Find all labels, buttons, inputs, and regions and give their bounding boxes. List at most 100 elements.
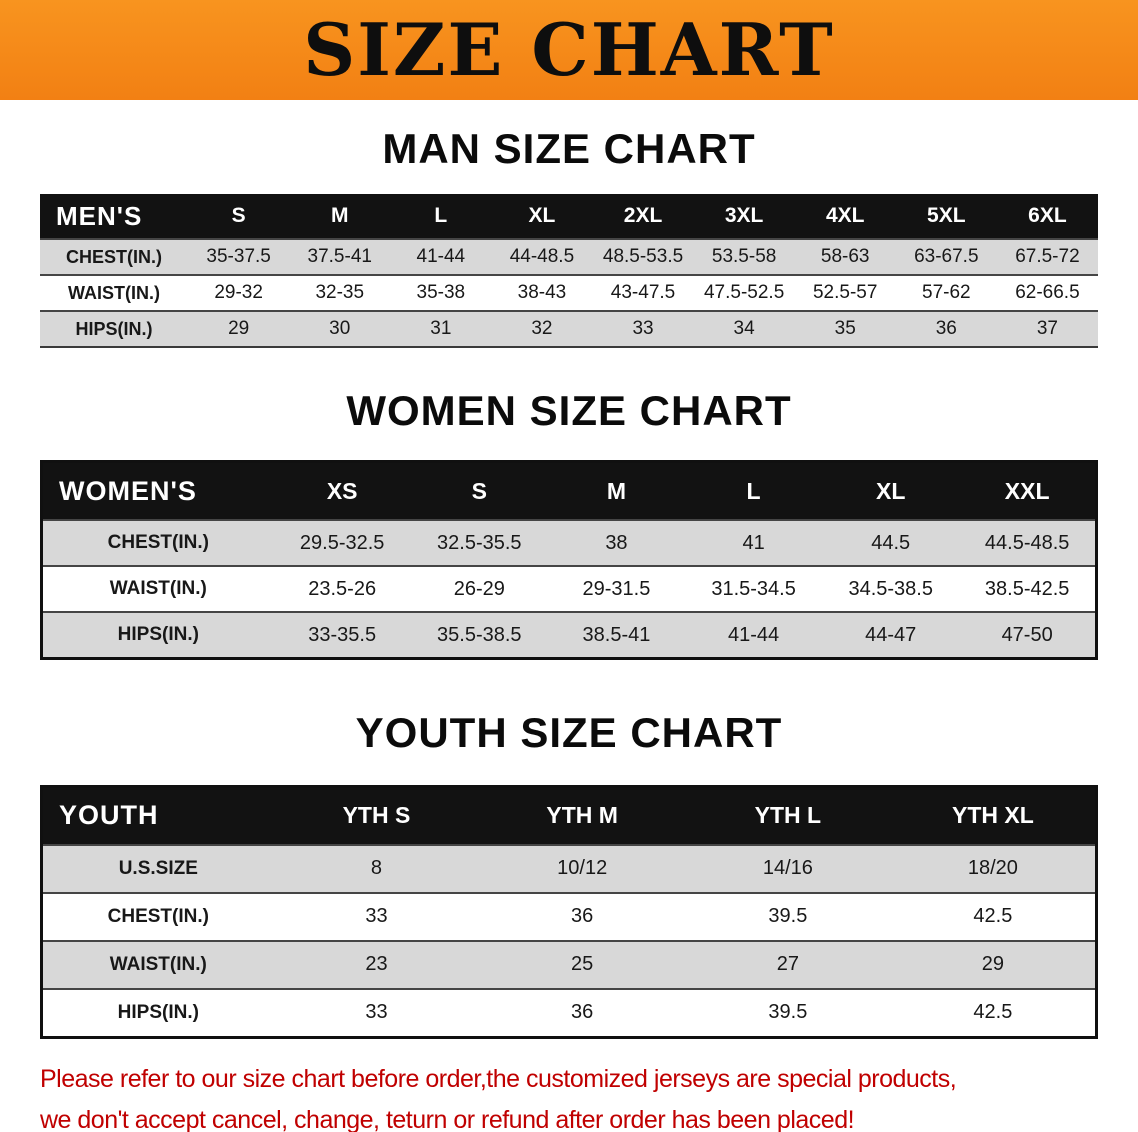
men-size-table: MEN'S S M L XL 2XL 3XL 4XL 5XL 6XL CHEST(IN.) 35-37… (40, 194, 1098, 349)
value-cell: 44.5-48.5 (959, 519, 1097, 567)
value-cell: 57-62 (895, 274, 997, 312)
men-size-section: MAN SIZE CHART MEN'S S M L XL 2XL 3XL 4XL 5XL 6XL… (0, 125, 1138, 349)
value-cell: 38 (547, 519, 686, 567)
value-cell: 31 (390, 310, 492, 348)
value-cell: 63-67.5 (895, 238, 997, 276)
value-cell: 37 (996, 310, 1098, 348)
size-column-header: YTH M (479, 786, 686, 845)
value-cell: 29-32 (188, 274, 290, 312)
value-cell: 33 (273, 987, 480, 1038)
value-cell: 29.5-32.5 (273, 519, 411, 567)
value-cell: 32-35 (289, 274, 391, 312)
value-cell: 33 (273, 891, 480, 941)
measurement-row: CHEST(IN.) 33 36 39.5 42.5 (41, 891, 1097, 941)
value-cell: 39.5 (685, 987, 891, 1038)
row-label-cell: HIPS(IN.) (41, 987, 274, 1038)
women-table-wrap: WOMEN'S XS S M L XL XXL CHEST(IN.) 29.5-32.5 32.5… (40, 460, 1098, 661)
table-title-cell: YOUTH (41, 786, 274, 845)
size-column-header: XXL (959, 461, 1097, 521)
men-table-wrap: MEN'S S M L XL 2XL 3XL 4XL 5XL 6XL CHEST(IN.) 35-37… (40, 194, 1098, 349)
value-cell: 36 (479, 891, 686, 941)
value-cell: 25 (479, 939, 686, 989)
men-section-heading: MAN SIZE CHART (382, 125, 756, 172)
measurement-row: U.S.SIZE 8 10/12 14/16 18/20 (41, 843, 1097, 893)
value-cell: 36 (895, 310, 997, 348)
value-cell: 41-44 (685, 611, 823, 659)
title-banner: SIZE CHART (0, 0, 1138, 100)
value-cell: 26-29 (410, 565, 548, 613)
value-cell: 10/12 (479, 843, 686, 893)
value-cell: 47-50 (959, 611, 1097, 659)
table-title-cell: MEN'S (40, 194, 189, 240)
size-column-header: 5XL (895, 194, 997, 240)
value-cell: 27 (685, 939, 891, 989)
size-column-header: YTH XL (890, 786, 1097, 845)
measurement-row: WAIST(IN.) 29-32 32-35 35-38 38-43 43-47.5 47.… (40, 274, 1098, 312)
value-cell: 34.5-38.5 (822, 565, 960, 613)
value-cell: 38.5-42.5 (959, 565, 1097, 613)
value-cell: 62-66.5 (996, 274, 1098, 312)
measurement-row: CHEST(IN.) 29.5-32.5 32.5-35.5 38 41 44.5 44.5… (41, 519, 1097, 567)
value-cell: 32.5-35.5 (410, 519, 548, 567)
youth-table-wrap: YOUTH YTH S YTH M YTH L YTH XL U.S.SIZE 8 10/12… (40, 784, 1098, 1039)
page-title: SIZE CHART (303, 7, 835, 92)
value-cell: 34 (693, 310, 795, 348)
value-cell: 44-48.5 (491, 238, 593, 276)
size-column-header: M (547, 461, 686, 521)
youth-size-table: YOUTH YTH S YTH M YTH L YTH XL U.S.SIZE 8 10/12… (40, 784, 1098, 1039)
value-cell: 37.5-41 (289, 238, 391, 276)
value-cell: 47.5-52.5 (693, 274, 795, 312)
order-notice: Please refer to our size chart before or… (40, 1063, 1098, 1132)
measurement-row: CHEST(IN.) 35-37.5 37.5-41 41-44 44-48.5 48.5… (40, 238, 1098, 276)
value-cell: 42.5 (890, 891, 1097, 941)
value-cell: 31.5-34.5 (685, 565, 823, 613)
size-column-header: XS (273, 461, 411, 521)
value-cell: 35-37.5 (188, 238, 290, 276)
women-section-heading: WOMEN SIZE CHART (346, 387, 792, 435)
value-cell: 41 (685, 519, 823, 567)
size-column-header: YTH L (685, 786, 891, 845)
value-cell: 39.5 (685, 891, 891, 941)
value-cell: 52.5-57 (794, 274, 896, 312)
value-cell: 35-38 (390, 274, 492, 312)
value-cell: 48.5-53.5 (592, 238, 694, 276)
measurement-row: HIPS(IN.) 33-35.5 35.5-38.5 38.5-41 41-44 44-… (41, 611, 1097, 659)
value-cell: 29 (890, 939, 1097, 989)
row-label-cell: CHEST(IN.) (40, 238, 189, 276)
value-cell: 18/20 (890, 843, 1097, 893)
value-cell: 53.5-58 (693, 238, 795, 276)
value-cell: 8 (273, 843, 480, 893)
value-cell: 29 (188, 310, 290, 348)
size-column-header: 2XL (592, 194, 694, 240)
women-size-section: WOMEN SIZE CHART WOMEN'S XS S M L XL XXL CHEST(… (0, 387, 1138, 661)
value-cell: 58-63 (794, 238, 896, 276)
value-cell: 35 (794, 310, 896, 348)
size-column-header: 4XL (794, 194, 896, 240)
value-cell: 33-35.5 (273, 611, 411, 659)
size-column-header: 3XL (693, 194, 795, 240)
size-column-header: XL (491, 194, 593, 240)
value-cell: 44.5 (822, 519, 960, 567)
notice-line-1: Please refer to our size chart before or… (40, 1064, 957, 1093)
measurement-row: WAIST(IN.) 23 25 27 29 (41, 939, 1097, 989)
size-column-header: S (188, 194, 290, 240)
value-cell: 23 (273, 939, 480, 989)
value-cell: 41-44 (390, 238, 492, 276)
size-column-header: S (410, 461, 548, 521)
value-cell: 38.5-41 (547, 611, 686, 659)
size-column-header: 6XL (996, 194, 1098, 240)
measurement-row: HIPS(IN.) 29 30 31 32 33 34 35 36 37 (40, 310, 1098, 348)
value-cell: 30 (289, 310, 391, 348)
women-size-table: WOMEN'S XS S M L XL XXL CHEST(IN.) 29.5-32.5 32.5… (40, 460, 1098, 661)
value-cell: 36 (479, 987, 686, 1038)
notice-line-2: we don't accept cancel, change, teturn o… (40, 1106, 855, 1132)
youth-section-heading: YOUTH SIZE CHART (355, 709, 783, 757)
table-header-row: MEN'S S M L XL 2XL 3XL 4XL 5XL 6XL (40, 194, 1098, 240)
value-cell: 43-47.5 (592, 274, 694, 312)
measurement-row: WAIST(IN.) 23.5-26 26-29 29-31.5 31.5-34.5 34… (41, 565, 1097, 613)
value-cell: 42.5 (890, 987, 1097, 1038)
size-column-header: L (685, 461, 823, 521)
row-label-cell: CHEST(IN.) (41, 891, 274, 941)
value-cell: 14/16 (685, 843, 891, 893)
